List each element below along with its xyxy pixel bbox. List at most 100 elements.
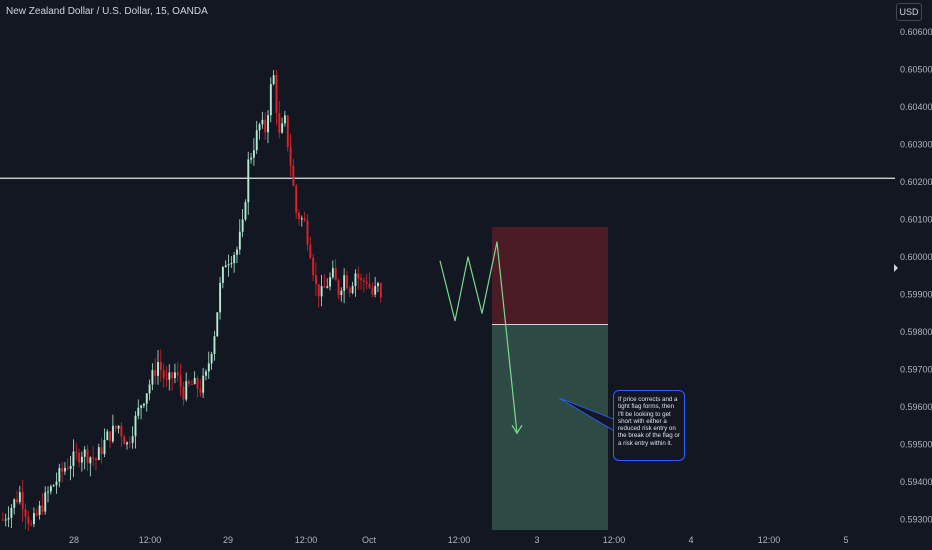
candle [89,456,92,477]
y-tick-label: 0.60400 [900,102,932,112]
candle [323,274,326,288]
candle [224,260,227,268]
candle [365,273,368,290]
x-tick-label: 12:00 [448,535,471,545]
x-tick-label: 12:00 [603,535,626,545]
y-tick-label: 0.60600 [900,27,932,37]
x-tick-label: 29 [223,535,233,545]
candle [250,153,253,164]
candle [343,268,346,304]
candle [100,437,103,464]
y-tick-label: 0.60500 [900,65,932,75]
x-tick-label: 4 [688,535,693,545]
candle [216,311,219,338]
currency-button[interactable]: USD [896,3,922,21]
candle [78,448,81,468]
candle [213,330,216,361]
y-tick-label: 0.59900 [900,290,932,300]
candle [120,422,123,447]
candle [111,414,114,444]
candle [52,484,55,487]
candle [199,379,202,397]
y-tick-label: 0.60200 [900,177,932,187]
candle [320,275,323,307]
x-tick-label: 3 [534,535,539,545]
candle [205,369,207,381]
candle [64,462,66,475]
x-tick-label: 28 [69,535,79,545]
candle [193,371,196,385]
candle [357,266,360,290]
y-tick-label: 0.60100 [900,215,932,225]
projected-price-path[interactable] [439,241,518,434]
candle [176,362,179,382]
candle [244,199,247,222]
candle [219,276,222,320]
candle [295,183,298,219]
candle [16,490,18,505]
take-profit-zone[interactable] [492,324,608,531]
candle [148,379,151,401]
candle [300,215,303,227]
candle [10,504,13,529]
candle [309,236,312,260]
candle [351,281,354,295]
candle [27,511,30,532]
candle [134,411,137,449]
candle [230,256,233,268]
candle [188,379,191,387]
stop-loss-zone[interactable] [492,227,608,325]
candle [360,273,363,291]
candle [131,426,134,449]
y-tick-label: 0.59600 [900,402,932,412]
candle [33,507,35,528]
candle [374,276,377,298]
candle [58,463,61,488]
candle [109,431,112,449]
candle [2,512,4,522]
candle [281,117,284,134]
candle [151,363,154,391]
candle [255,120,258,154]
candle [264,112,267,140]
candle [159,349,162,382]
candle [117,425,120,434]
candle [49,484,52,495]
candle [75,443,78,461]
candle [329,272,332,291]
candle [233,251,236,273]
candle [38,500,41,520]
candle [137,399,140,420]
candle [92,446,95,467]
candle [272,70,275,86]
annotation-note[interactable]: If price corrects and a tight flag forms… [613,390,685,461]
candle [69,455,72,481]
candle [35,508,38,517]
candle [44,486,47,515]
candle [86,444,89,472]
y-tick-label: 0.59400 [900,477,932,487]
price-axis[interactable]: 0.60600 0.60500 0.60400 0.60300 0.60200 0.601… [900,27,932,525]
x-tick-label: Oct [362,535,377,545]
candle [317,284,320,308]
candle [66,458,69,471]
candle [114,425,117,433]
candle [103,428,106,458]
time-axis[interactable]: 28 12:00 29 12:00 Oct 12:00 3 12:00 4 12:00 5 [69,535,849,545]
candle [340,287,343,302]
candle [140,404,143,420]
candle [13,498,16,515]
candle [30,520,33,527]
chart-title: New Zealand Dollar / U.S. Dollar, 15, OA… [6,6,208,17]
candle [47,486,50,503]
candle [182,381,185,406]
candle [97,443,100,461]
candle [331,260,334,280]
candle [306,214,309,251]
candle [312,253,315,281]
candle [154,358,157,385]
candle [269,77,272,123]
candle [371,282,374,298]
candle [143,402,145,409]
